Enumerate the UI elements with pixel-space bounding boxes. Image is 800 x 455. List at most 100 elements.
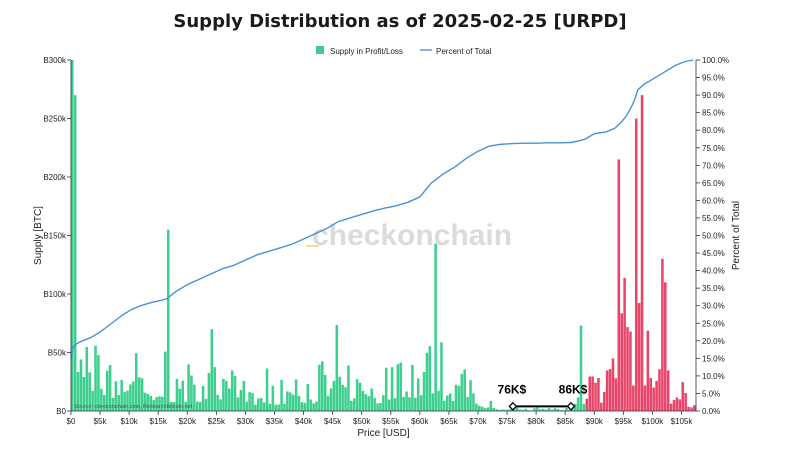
histogram-bar [187,364,190,411]
histogram-bar [521,409,525,411]
histogram-bar [111,397,115,411]
histogram-bar [620,313,623,411]
histogram-bar [318,364,321,411]
histogram-bar [143,392,147,411]
histogram-bar [161,396,164,411]
histogram-bar [300,402,304,411]
histogram-bar [344,387,347,411]
histogram-bar [140,378,144,411]
histogram-bar [425,352,429,411]
histogram-bar [553,408,557,411]
y2-tick-label: 70.0% [702,161,725,170]
histogram-bar [419,395,423,411]
x-tick-label: $50k [353,417,371,426]
histogram-bar [559,410,562,411]
x-tick-label: $40k [295,417,313,426]
legend-swatch-supply [316,46,324,54]
histogram-bar [446,395,449,411]
histogram-bar [373,398,376,411]
histogram-bar [227,388,231,411]
y2-tick-label: 55.0% [702,214,725,223]
histogram-bar [684,392,687,411]
histogram-bar [242,380,246,411]
histogram-bar [544,409,548,411]
x-tick-label: $80k [527,417,545,426]
histogram-bar [579,325,583,411]
y2-tick-label: 40.0% [702,267,725,276]
histogram-bar [265,368,269,411]
histogram-bar [678,399,682,411]
histogram-bar [146,393,150,411]
histogram-bar [614,378,618,411]
histogram-bar [230,370,234,411]
histogram-bar [309,399,312,411]
histogram-bar [573,403,577,411]
histogram-bar [416,378,420,411]
histogram-bar [196,401,199,411]
histogram-bar [184,402,187,411]
y2-tick-label: 20.0% [702,337,725,346]
legend-label-percent: Percent of Total [436,47,492,56]
histogram-bar [364,394,368,411]
histogram-bar [321,361,324,411]
histogram-bar [518,409,522,411]
histogram-bar [329,388,333,411]
histogram-bar [431,393,435,411]
histogram-bar [225,380,228,411]
histogram-bar [379,403,382,411]
histogram-bar [594,382,597,411]
histogram-bar [472,393,475,411]
y2-tick-label: 5.0% [702,389,720,398]
histogram-bar [623,277,626,411]
histogram-bar [335,324,339,411]
y2-tick-label: 45.0% [702,249,725,258]
histogram-bar [443,400,446,411]
histogram-bar [469,380,472,411]
histogram-bar [672,400,676,411]
histogram-bar [132,381,135,411]
histogram-bar [280,379,283,411]
histogram-bar [361,390,365,411]
histogram-bar [550,409,554,411]
x-tick-label: $100k [641,417,664,426]
histogram-bar [271,385,275,411]
histogram-bar [303,402,307,411]
y2-tick-label: 30.0% [702,302,725,311]
histogram-bar [382,395,385,411]
histogram-bar [582,404,586,411]
histogram-bar [102,395,106,411]
watermark-logo [306,245,319,247]
histogram-bar [129,384,132,411]
annotation-label: 76K$ [498,382,527,396]
annotation-label: 86K$ [559,382,588,396]
x-tick-label: $10k [120,417,138,426]
histogram-bar [79,359,83,411]
histogram-bar [254,404,257,411]
histogram-bar [611,358,615,411]
histogram-bar [655,380,658,411]
y2-tick-label: 100.0% [702,56,729,65]
x-tick-label: $55k [382,417,400,426]
histogram-bar [411,364,414,411]
histogram-bar [643,385,647,411]
histogram-bar [82,376,86,411]
histogram-bar [475,403,478,411]
histogram-bar [181,380,185,411]
histogram-bar [524,408,528,411]
histogram-bar [94,345,97,411]
histogram-bar [541,408,545,411]
histogram-bar [352,398,356,411]
y2-tick-label: 35.0% [702,284,725,293]
histogram-bar [608,369,612,411]
histogram-bar [257,398,260,411]
histogram-bar [126,390,129,411]
histogram-bar [236,397,240,411]
histogram-bar [88,372,91,411]
histogram-bar [693,405,696,411]
histogram-bar [504,409,507,411]
y-tick-label: B300k [43,56,67,65]
histogram-bar [422,372,426,411]
histogram-bar [262,402,266,411]
y2-tick-label: 95.0% [702,74,725,83]
histogram-bar [137,377,141,411]
